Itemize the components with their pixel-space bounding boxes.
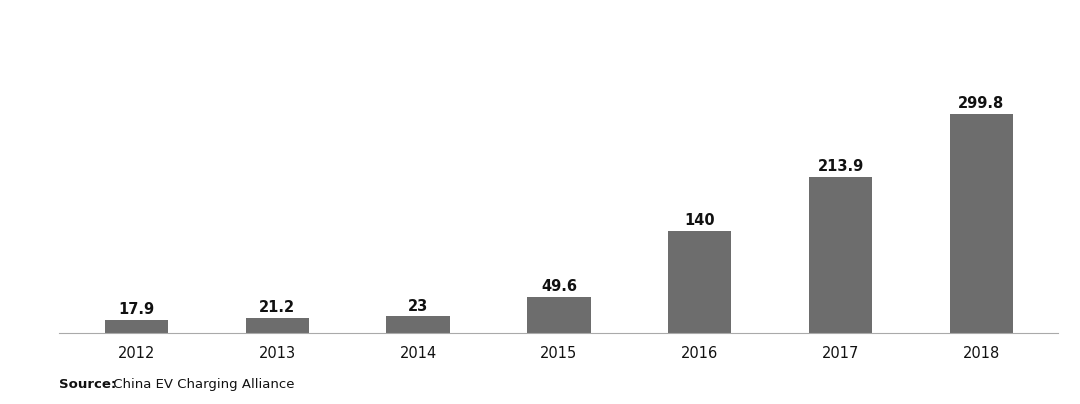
Text: 140: 140 xyxy=(685,213,715,228)
Text: 23: 23 xyxy=(408,299,429,314)
Bar xyxy=(809,177,873,333)
Text: 21.2: 21.2 xyxy=(259,300,295,315)
Bar xyxy=(669,231,731,333)
Bar xyxy=(245,318,309,333)
Text: China EV Charging Alliance: China EV Charging Alliance xyxy=(109,378,295,391)
Text: 213.9: 213.9 xyxy=(818,159,864,174)
Text: 299.8: 299.8 xyxy=(958,96,1004,111)
Text: EXHIBIT 5: Number of China public and dedicated fleet EV charging posts (in thou: EXHIBIT 5: Number of China public and de… xyxy=(14,23,882,42)
Bar xyxy=(949,114,1013,333)
Text: 49.6: 49.6 xyxy=(541,279,577,294)
Text: Source:: Source: xyxy=(59,378,117,391)
Bar xyxy=(387,316,449,333)
Text: 17.9: 17.9 xyxy=(119,302,154,317)
Bar xyxy=(527,297,591,333)
Bar xyxy=(105,320,168,333)
